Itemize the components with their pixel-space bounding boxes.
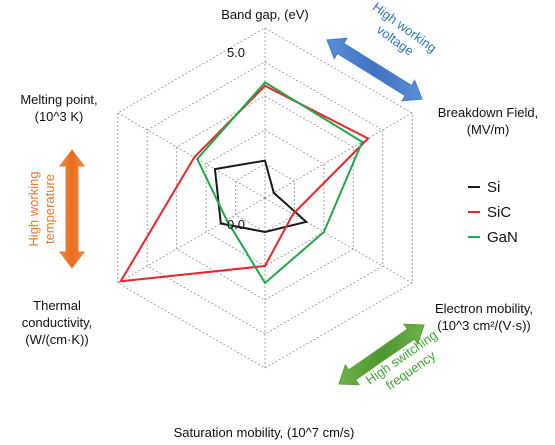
- series-si: [213, 159, 309, 234]
- legend-label: GaN: [487, 229, 518, 246]
- tick-label: 5.0: [227, 45, 245, 60]
- grid-spoke: [264, 197, 413, 284]
- annotation-text: High workingvoltage: [360, 0, 439, 68]
- axis-label-line: Band gap, (eV): [221, 7, 308, 22]
- double-arrow: [338, 323, 425, 386]
- axis-labels: Band gap, (eV) Breakdown Field, (MV/m) Elec…: [20, 7, 538, 440]
- axis-label-line: (10^3 K): [35, 109, 84, 124]
- radar-grid: [117, 27, 413, 369]
- grid-spoke: [117, 197, 266, 284]
- axis-label-line: Saturation mobility, (10^7 cm/s): [174, 425, 355, 440]
- annotation-line: High working: [26, 171, 41, 246]
- grid-spoke: [117, 112, 266, 199]
- tick-labels: 0.0 5.0: [227, 45, 245, 232]
- legend-label: SiC: [487, 204, 511, 221]
- double-arrow: [59, 149, 85, 269]
- axis-label: Melting point, (10^3 K): [20, 92, 97, 124]
- axis-label: Thermal conductivity, (W/(cm·K)): [22, 298, 93, 347]
- annotations: High workingvoltage High workingtemperatu…: [26, 0, 440, 393]
- axis-label: Saturation mobility, (10^7 cm/s): [174, 425, 355, 440]
- axis-label: Electron mobility, (10^3 cm²/(V·s)): [435, 301, 533, 333]
- double-arrow: [326, 37, 423, 102]
- series-sic: [118, 84, 370, 283]
- axis-label-line: conductivity,: [22, 315, 93, 330]
- series-gan: [196, 81, 364, 285]
- axis-label: Breakdown Field, (MV/m): [438, 105, 538, 137]
- annotation-text: High workingtemperature: [26, 171, 57, 246]
- axis-label-line: (10^3 cm²/(V·s)): [437, 318, 531, 333]
- tick-label: 0.0: [227, 217, 245, 232]
- radar-series: [118, 81, 370, 285]
- annotation-line: temperature: [42, 174, 57, 244]
- axis-label-line: (W/(cm·K)): [25, 332, 89, 347]
- axis-label-line: Electron mobility,: [435, 301, 533, 316]
- axis-label-line: Melting point,: [20, 92, 97, 107]
- legend-label: Si: [487, 179, 500, 196]
- axis-label-line: (MV/m): [467, 122, 510, 137]
- axis-label-line: Thermal: [33, 298, 81, 313]
- grid-spoke: [264, 112, 413, 199]
- axis-label-line: Breakdown Field,: [438, 105, 538, 120]
- axis-label: Band gap, (eV): [221, 7, 308, 22]
- legend: Si SiC GaN: [468, 179, 518, 246]
